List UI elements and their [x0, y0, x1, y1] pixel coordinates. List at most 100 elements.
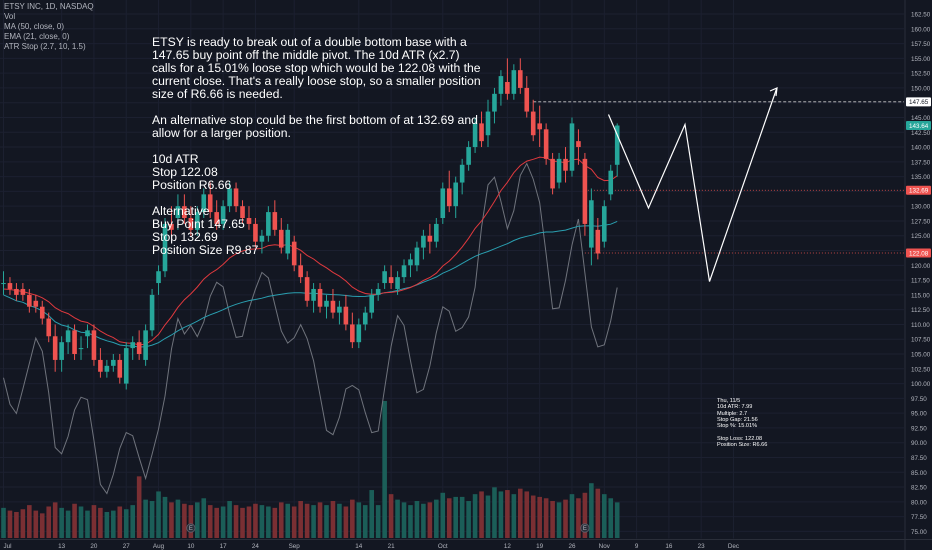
ema-label[interactable]: EMA (21, close, 0) [4, 32, 70, 41]
volume-bar [388, 494, 394, 538]
y-tick-label: 107.50 [911, 337, 931, 344]
volume-bar [550, 501, 555, 538]
alt-block-line: Alternative [152, 204, 210, 218]
y-tick-label: 145.00 [911, 115, 931, 122]
volume-bar [304, 503, 310, 538]
candle-body [401, 265, 407, 278]
candle-body [27, 294, 32, 307]
candle-body [85, 330, 90, 337]
volume-bar [72, 503, 77, 538]
candle-body [414, 247, 420, 266]
candle-body [72, 330, 77, 355]
candle-body [33, 300, 39, 307]
price-label-text: 132.69 [909, 188, 929, 195]
candle-body [459, 164, 465, 183]
candle-body [343, 306, 349, 325]
candle-body [576, 141, 581, 148]
candle-body [421, 235, 426, 248]
ma-label[interactable]: MA (50, close, 0) [4, 22, 65, 31]
candle-body [123, 348, 129, 384]
volume-bar [608, 498, 614, 538]
volume-bar [20, 509, 26, 538]
y-tick-label: 100.00 [911, 381, 931, 388]
candle-body [291, 241, 297, 266]
y-tick-label: 140.00 [911, 145, 931, 152]
atr-block-line: Position R6.66 [152, 178, 232, 192]
y-tick-label: 87.50 [911, 455, 927, 462]
earnings-label: E [189, 526, 193, 532]
candle-body [556, 158, 562, 183]
volume-bar [356, 502, 362, 538]
volume-bar [317, 502, 323, 538]
trade-note[interactable]: ETSY is ready to break out of a double b… [152, 36, 482, 270]
candlesticks[interactable] [1, 58, 620, 390]
atr-stop-label[interactable]: ATR Stop (2.7, 10, 1.5) [4, 42, 86, 51]
note-paragraph-1: ETSY is ready to break out of a double b… [152, 35, 481, 101]
candle-body [446, 188, 452, 207]
candle-body [175, 206, 181, 219]
volume-bar [266, 506, 271, 538]
x-tick-label: 16 [665, 543, 673, 550]
candle-body [356, 324, 362, 343]
volume-bar [446, 498, 452, 538]
price-label-badge [906, 185, 931, 195]
volume-bar [408, 505, 413, 538]
volume-bar [156, 491, 161, 538]
ma50-line [3, 220, 618, 348]
volume-bar [123, 509, 129, 538]
volume-bar [485, 495, 491, 538]
candle-body [91, 330, 97, 360]
volume-bar [188, 505, 194, 538]
candle-body [111, 359, 116, 366]
volume-bar [324, 505, 329, 538]
candle-body [614, 125, 620, 165]
volume-bar [298, 501, 303, 538]
volume-bar [427, 502, 433, 538]
volume-bar [582, 492, 588, 538]
volume-label[interactable]: Vol [4, 12, 16, 21]
candle-body [330, 300, 336, 313]
alt-block-line: Position Size R9.87 [152, 243, 259, 257]
candle-body [311, 288, 316, 301]
volume-bar [240, 507, 245, 538]
candle-body [162, 223, 168, 272]
volume-bar [589, 483, 594, 538]
volume-bar [14, 511, 19, 538]
volume-bar [601, 494, 607, 538]
volume-bar [350, 499, 355, 538]
candle-body [207, 194, 213, 213]
time-axis[interactable]: Jul 13 20 27 Aug 10 17 24 Sep 14 21 Oct 12 19 26 Nov 9 16… [0, 539, 932, 550]
candle-body [1, 283, 6, 285]
volume-bars [1, 401, 620, 538]
y-tick-label: 135.00 [911, 174, 931, 181]
arrow-head-icon [769, 87, 778, 97]
candle-body [589, 200, 594, 248]
y-tick-label: 117.50 [911, 278, 930, 285]
candle-body [375, 288, 381, 295]
price-label-badge [906, 248, 931, 258]
y-tick-label: 137.50 [911, 159, 931, 166]
volume-bar [52, 502, 58, 538]
volume-bar [401, 502, 407, 538]
volume-bar [291, 506, 297, 538]
double-bottom-drawing[interactable] [607, 87, 778, 282]
y-tick-label: 77.50 [911, 514, 927, 521]
volume-bar [556, 502, 562, 538]
y-tick-label: 142.50 [911, 130, 931, 137]
candle-body [505, 82, 510, 94]
candle-body [518, 70, 523, 88]
volume-bar [149, 501, 155, 538]
candle-body [601, 206, 607, 242]
candle-body [511, 70, 517, 94]
symbol-title[interactable]: ETSY INC, 1D, NASDAQ [4, 2, 94, 11]
indicator-legend: ETSY INC, 1D, NASDAQ Vol MA (50, close, … [4, 2, 94, 52]
volume-bar [259, 505, 265, 538]
volume-bar [33, 510, 39, 538]
candle-body [169, 223, 174, 230]
volume-bar [214, 507, 219, 538]
volume-bar [330, 501, 336, 538]
y-tick-label: 115.00 [911, 292, 930, 299]
info-line: Multiple: 2.7 [717, 410, 748, 417]
